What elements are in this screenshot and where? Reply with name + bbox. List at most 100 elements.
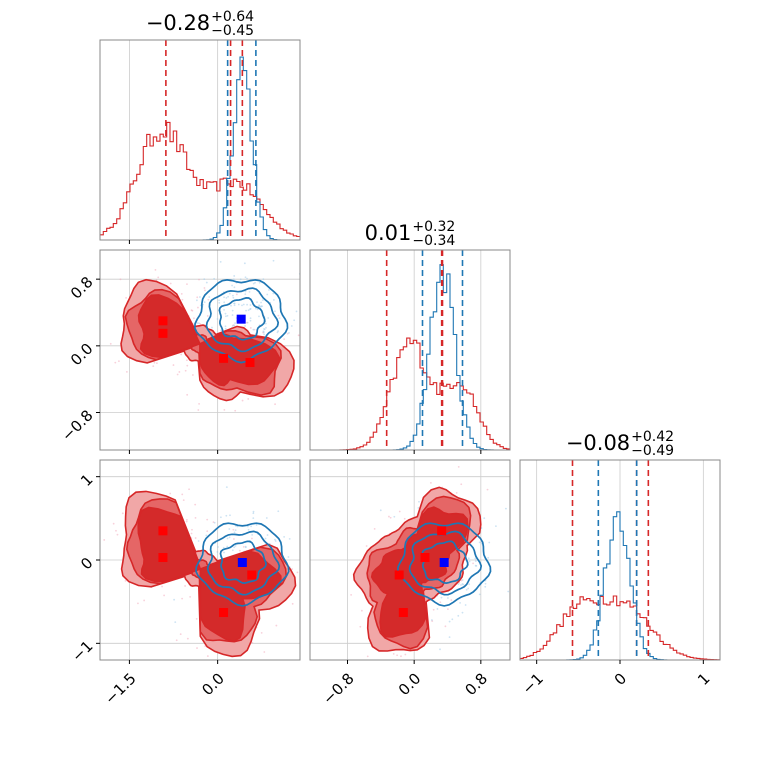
blue-sample-point — [224, 327, 227, 330]
red-sample-point — [447, 608, 449, 611]
y-tick-label: 0 — [77, 554, 96, 573]
blue-sample-point — [268, 289, 270, 291]
blue-sample-point — [205, 281, 208, 284]
red-sample-point — [179, 633, 182, 636]
red-sample-point — [186, 393, 189, 396]
red-sample-point — [119, 278, 122, 281]
red-sample-point — [194, 516, 197, 519]
blue-sample-point — [216, 551, 219, 553]
blue-sample-point — [225, 514, 228, 517]
red-sample-point — [125, 370, 128, 373]
title-lower-error: −0.49 — [631, 443, 674, 459]
blue-sample-point — [431, 619, 433, 621]
blue-sample-point — [274, 540, 277, 542]
blue-sample-point — [231, 549, 234, 552]
blue-sample-point — [418, 500, 420, 503]
blue-sample-point — [232, 278, 235, 281]
blue-sample-point — [467, 587, 470, 590]
blue-density-contour — [205, 287, 280, 353]
red-sample-point — [143, 599, 146, 602]
red-sample-point — [103, 539, 106, 541]
title-upper-error: +0.32 — [412, 219, 455, 235]
red-sample-point — [396, 654, 399, 657]
red-sample-point — [186, 637, 189, 640]
blue-sample-point — [225, 315, 227, 318]
red-sample-point — [163, 594, 166, 597]
blue-sample-point — [263, 328, 265, 330]
red-sample-point — [175, 639, 178, 642]
blue-sample-point — [245, 309, 247, 312]
blue-sample-point — [254, 281, 256, 284]
red-sample-point — [486, 488, 489, 491]
red-sample-point — [191, 374, 194, 376]
title-lower-error: −0.34 — [412, 233, 455, 249]
blue-sample-point — [230, 304, 232, 307]
red-sample-point — [403, 517, 406, 520]
red-square-marker — [158, 316, 168, 326]
blue-sample-point — [474, 560, 477, 562]
red-sample-point — [180, 353, 183, 356]
red-sample-point — [283, 338, 286, 341]
blue-sample-point — [231, 284, 234, 287]
blue-sample-point — [246, 321, 249, 324]
red-sample-point — [251, 537, 253, 540]
blue-sample-point — [197, 540, 200, 542]
blue-sample-point — [224, 325, 227, 328]
red-sample-point — [154, 268, 157, 271]
red-sample-point — [161, 585, 163, 588]
blue-sample-point — [468, 560, 471, 563]
red-sample-point — [291, 568, 293, 570]
blue-sample-point — [233, 275, 236, 277]
blue-sample-point — [233, 546, 236, 549]
red-sample-point — [196, 647, 198, 649]
blue-sample-point — [261, 299, 264, 302]
red-sample-point — [206, 655, 209, 657]
red-sample-point — [185, 518, 188, 521]
red-sample-point — [198, 402, 200, 405]
x-tick-label: 0.8 — [461, 670, 491, 700]
red-sample-point — [233, 538, 235, 540]
blue-sample-point — [474, 557, 477, 560]
red-sample-point — [112, 522, 115, 525]
panel-2-3 — [310, 460, 510, 660]
red-square-marker — [437, 526, 447, 536]
blue-sample-point — [448, 620, 451, 623]
blue-sample-point — [216, 318, 219, 320]
blue-sample-point — [276, 235, 278, 237]
blue-sample-point — [379, 509, 382, 512]
red-sample-point — [373, 527, 376, 530]
red-sample-point — [249, 327, 252, 329]
blue-sample-point — [262, 330, 265, 333]
y-tick-label: 1 — [77, 470, 96, 489]
red-sample-point — [203, 287, 206, 289]
blue-sample-point — [474, 564, 477, 567]
blue-sample-point — [228, 292, 231, 295]
red-square-marker — [245, 358, 255, 367]
x-tick-label: 1 — [694, 670, 713, 689]
red-sample-point — [172, 364, 175, 366]
blue-density-contour — [206, 530, 281, 596]
blue-sample-point — [272, 259, 275, 262]
red-sample-point — [169, 282, 172, 285]
red-sample-point — [186, 364, 189, 367]
blue-sample-point — [233, 302, 236, 305]
blue-sample-point — [439, 648, 441, 651]
x-tick-label: 0 — [611, 670, 630, 689]
blue-sample-point — [451, 618, 454, 621]
blue-sample-point — [287, 556, 290, 558]
red-sample-point — [181, 597, 184, 600]
y-tick-label: −0.8 — [58, 406, 96, 444]
red-sample-point — [180, 292, 183, 295]
blue-sample-point — [478, 593, 481, 596]
red-sample-point — [277, 314, 280, 317]
y-tick-label: 0.0 — [67, 340, 97, 370]
blue-sample-point — [311, 565, 313, 567]
red-sample-point — [291, 602, 294, 605]
blue-sample-point — [226, 545, 229, 548]
red-sample-point — [206, 518, 209, 521]
blue-square-marker — [237, 558, 247, 567]
red-sample-point — [275, 624, 278, 627]
blue-sample-point — [459, 602, 461, 604]
blue-sample-point — [290, 325, 293, 327]
blue-sample-point — [224, 312, 227, 315]
